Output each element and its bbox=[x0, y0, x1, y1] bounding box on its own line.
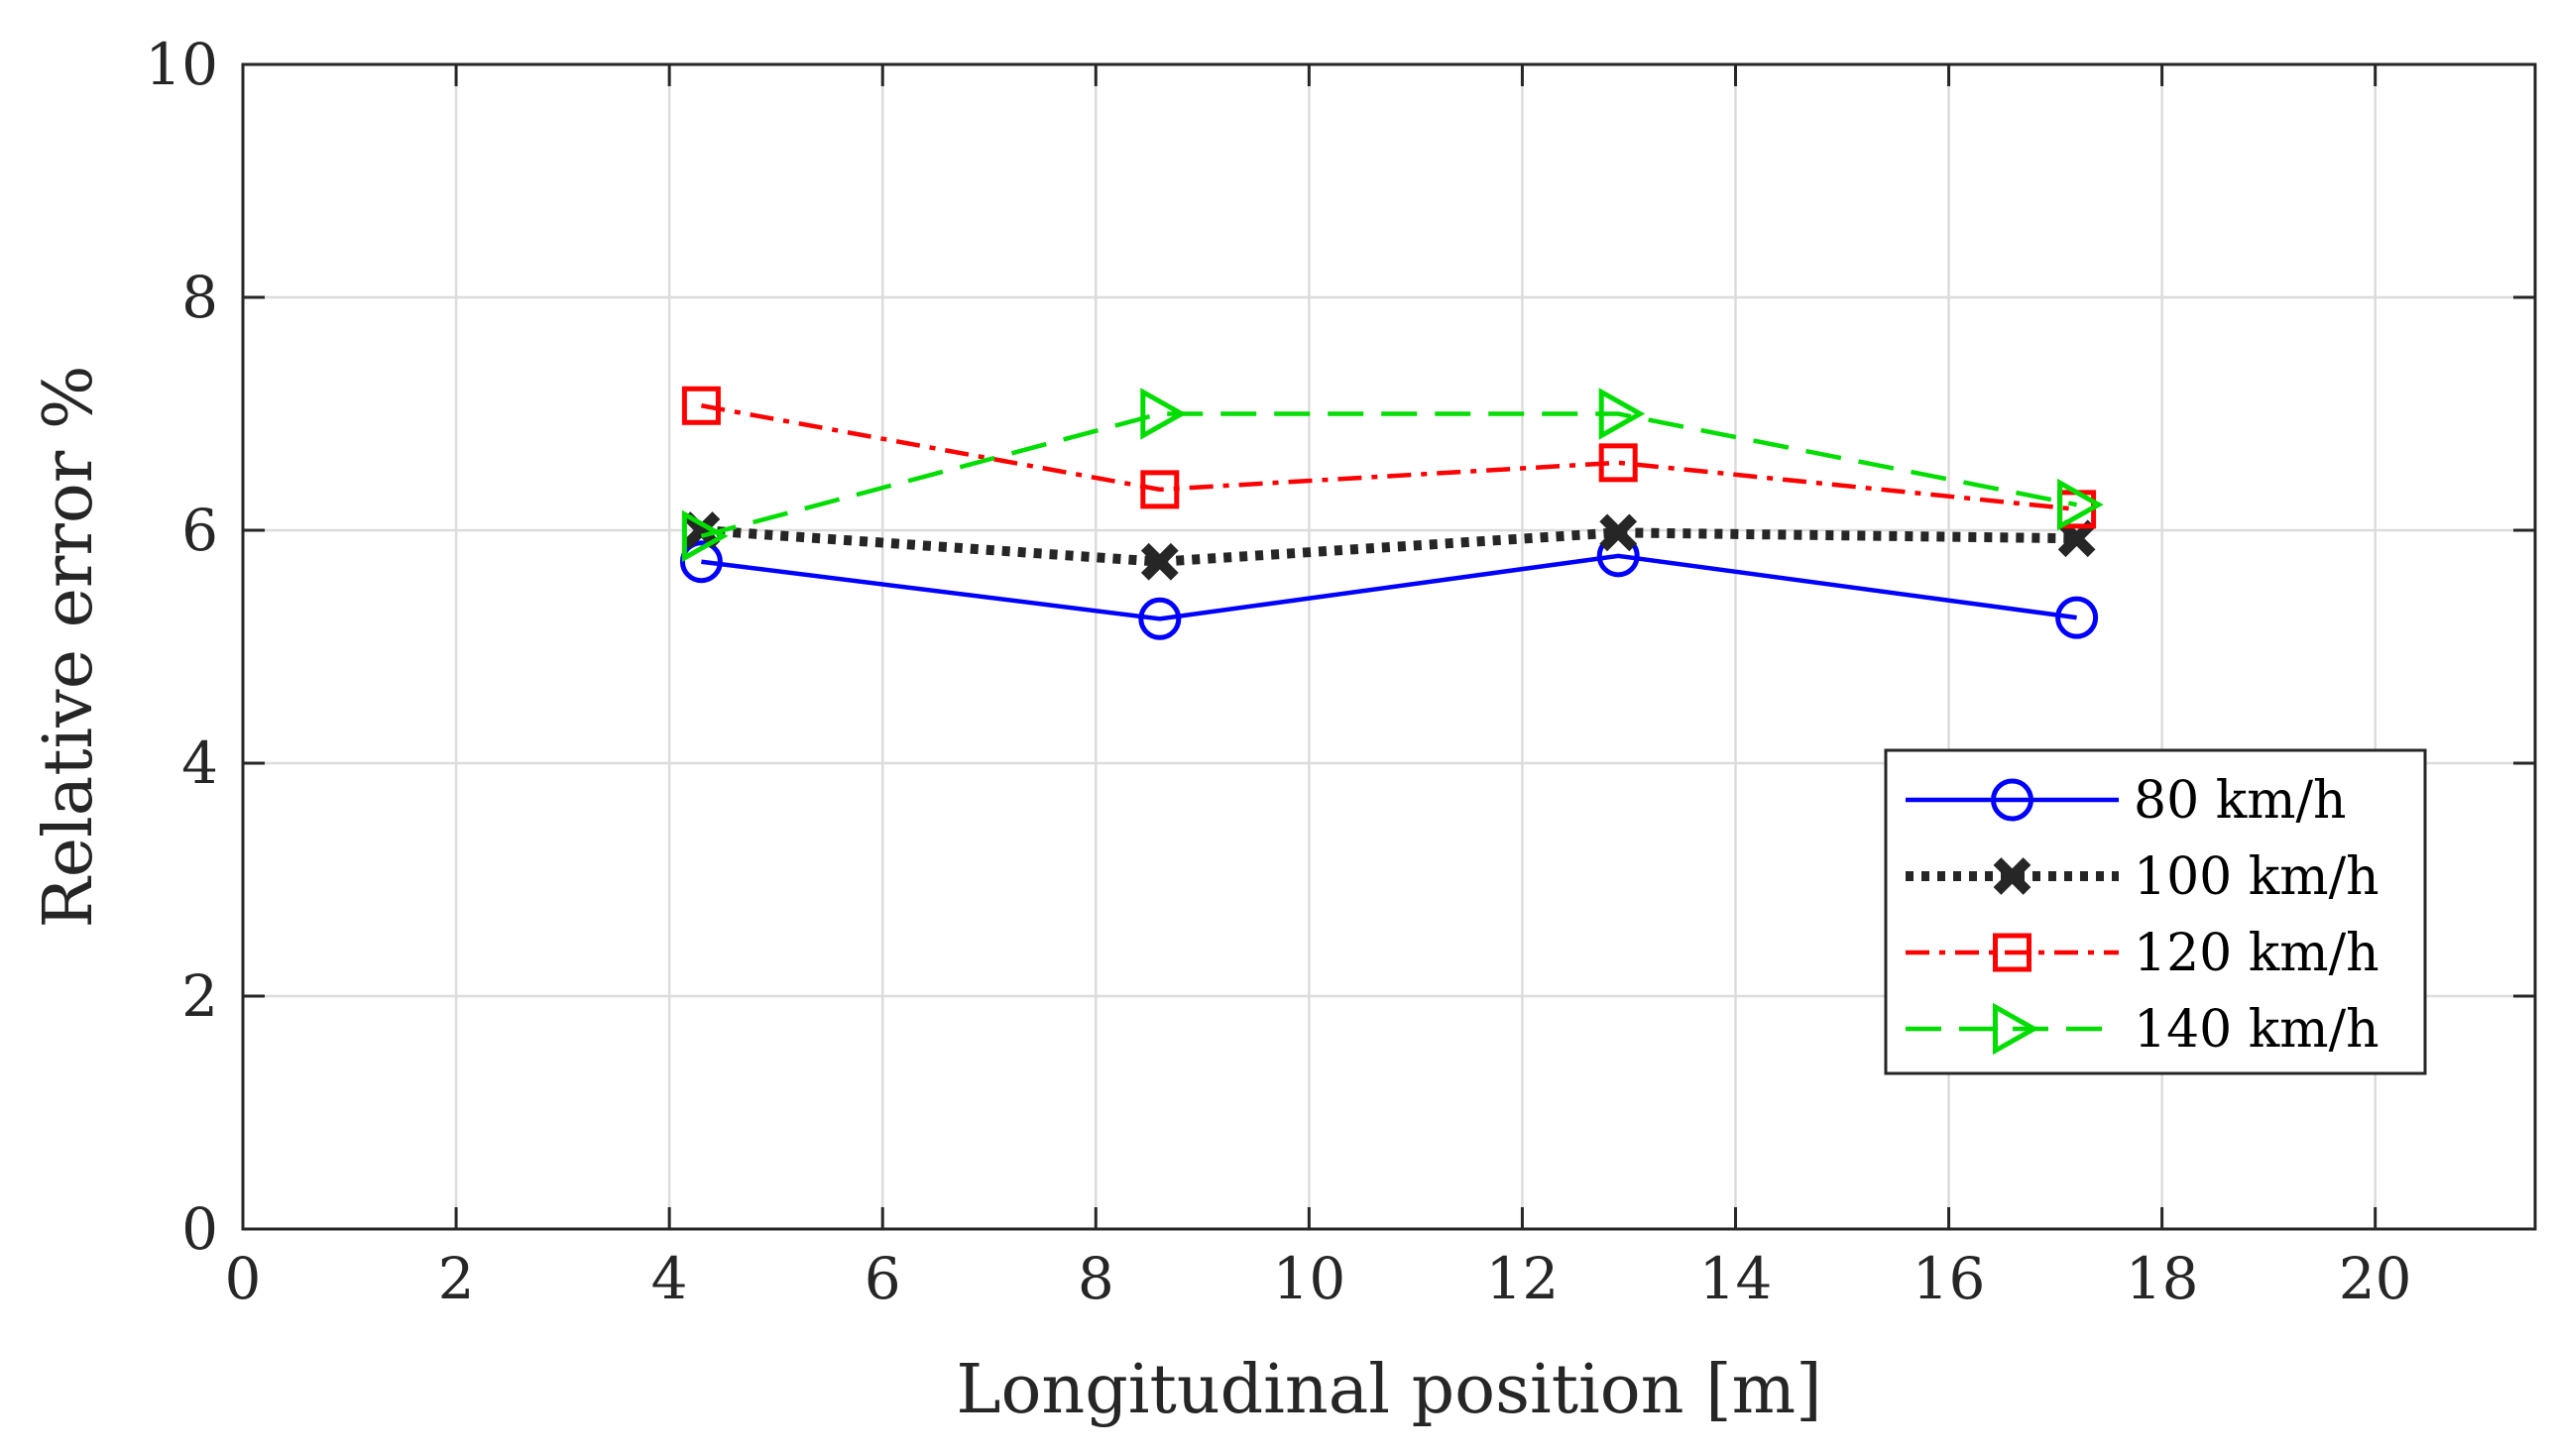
data-point-marker bbox=[2055, 596, 2099, 639]
data-point-marker bbox=[1140, 542, 1179, 581]
y-tick-label: 4 bbox=[181, 729, 218, 797]
x-tick-label: 0 bbox=[225, 1245, 262, 1312]
x-tick-label: 6 bbox=[865, 1245, 901, 1312]
data-point-marker bbox=[1140, 388, 1187, 440]
x-tick-label: 8 bbox=[1078, 1245, 1114, 1312]
data-point-marker bbox=[2057, 478, 2104, 531]
x-tick-label: 20 bbox=[2339, 1245, 2412, 1312]
y-tick-label: 2 bbox=[181, 962, 218, 1030]
series-line bbox=[700, 411, 2078, 539]
legend-label: 140 km/h bbox=[2134, 1000, 2379, 1060]
series-140-km-h bbox=[681, 388, 2104, 563]
legend-marker bbox=[1993, 933, 2031, 972]
data-point-marker bbox=[681, 386, 721, 425]
data-series bbox=[679, 386, 2104, 640]
x-tick-label: 14 bbox=[1699, 1245, 1773, 1312]
x-tick-label: 10 bbox=[1272, 1245, 1345, 1312]
data-point-marker bbox=[681, 509, 729, 563]
legend-marker bbox=[1993, 857, 2031, 895]
x-tick-label: 2 bbox=[438, 1245, 475, 1312]
series-80-km-h bbox=[679, 534, 2099, 640]
x-marker-stroke bbox=[1993, 857, 2031, 895]
legend: 80 km/h 100 km/h 120 km/h 140 km/h bbox=[1884, 748, 2427, 1075]
plot-area-frame bbox=[241, 62, 2537, 1231]
series-line bbox=[700, 403, 2077, 512]
y-axis-title: Relative error % bbox=[30, 365, 108, 928]
data-point-marker bbox=[1598, 388, 1646, 440]
legend-label: 80 km/h bbox=[2134, 771, 2347, 831]
x-axis-title: Longitudinal position [m] bbox=[956, 1351, 1821, 1429]
x-marker-stroke bbox=[1140, 542, 1179, 581]
data-point-marker bbox=[1138, 597, 1182, 640]
legend-entry: 120 km/h bbox=[1906, 924, 2379, 983]
series-line bbox=[701, 553, 2077, 621]
y-tick-label: 10 bbox=[145, 31, 218, 98]
legend-entry: 80 km/h bbox=[1906, 771, 2347, 831]
series-line bbox=[701, 525, 2077, 567]
y-tick-label: 8 bbox=[181, 264, 218, 331]
y-tick-label: 6 bbox=[181, 497, 218, 564]
legend-box bbox=[1884, 748, 2427, 1075]
x-marker-stroke bbox=[682, 511, 721, 549]
x-marker-stroke bbox=[1599, 513, 1638, 552]
legend-marker bbox=[1993, 1002, 2039, 1056]
x-tick-label: 16 bbox=[1913, 1245, 1986, 1312]
legend-label: 120 km/h bbox=[2134, 924, 2379, 983]
data-point-marker bbox=[1598, 443, 1638, 483]
data-point-marker bbox=[1599, 513, 1638, 552]
x-tick-label: 4 bbox=[651, 1245, 688, 1312]
legend-label: 100 km/h bbox=[2134, 847, 2379, 907]
grid-lines bbox=[243, 64, 2535, 1229]
data-point-marker bbox=[1140, 470, 1180, 509]
x-tick-label: 18 bbox=[2126, 1245, 2199, 1312]
y-tick-label: 0 bbox=[181, 1195, 218, 1263]
legend-entry: 100 km/h bbox=[1906, 847, 2379, 907]
axis-ticks: 0 2 4 6 8 10 12 14 16 18 20 0 2 4 6 8 10 bbox=[145, 31, 2535, 1312]
legend-marker bbox=[1991, 778, 2033, 822]
legend-entry: 140 km/h bbox=[1906, 1000, 2379, 1060]
x-tick-label: 12 bbox=[1486, 1245, 1560, 1312]
